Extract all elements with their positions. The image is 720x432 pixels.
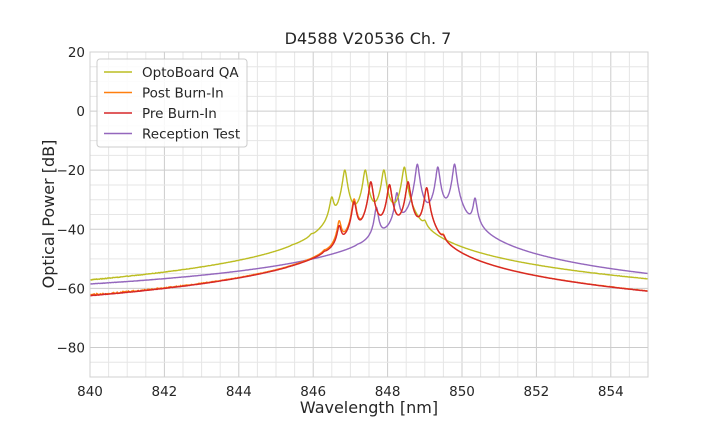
- x-tick-label: 846: [300, 384, 326, 400]
- x-tick-label: 844: [226, 384, 252, 400]
- series-line-reception-test: [89, 163, 649, 285]
- legend: OptoBoard QA Post Burn-In Pre Burn-In Recep…: [96, 58, 248, 148]
- x-tick-label: 850: [449, 384, 475, 400]
- x-tick-label: 854: [598, 384, 624, 400]
- legend-label: Post Burn-In: [142, 86, 224, 102]
- plot-frame: [89, 51, 649, 378]
- y-tick-label: −60: [57, 281, 86, 297]
- legend-box: [96, 58, 248, 148]
- x-tick-label: 842: [152, 384, 178, 400]
- x-tick-label: 840: [77, 384, 103, 400]
- legend-label: Reception Test: [142, 127, 240, 143]
- y-tick-label: 20: [68, 45, 85, 61]
- y-tick-label: 0: [76, 104, 85, 120]
- chart-title: D4588 V20536 Ch. 7: [285, 29, 452, 48]
- y-tick-label: −20: [57, 163, 86, 179]
- x-tick-label: 852: [524, 384, 550, 400]
- y-tick-label: −40: [57, 222, 86, 238]
- axis-ticks: 840 842 844 846 848 850 852 854 20 0 −20 −40 −60 −80: [57, 45, 624, 400]
- series-line-pre-burn-in: [89, 181, 649, 297]
- x-axis-label: Wavelength [nm]: [300, 398, 438, 417]
- series-layer: [89, 163, 649, 297]
- x-tick-label: 848: [375, 384, 401, 400]
- legend-label: Pre Burn-In: [142, 106, 217, 122]
- y-tick-label: −80: [57, 340, 86, 356]
- y-axis-label: Optical Power [dB]: [39, 140, 58, 289]
- legend-label: OptoBoard QA: [142, 65, 239, 81]
